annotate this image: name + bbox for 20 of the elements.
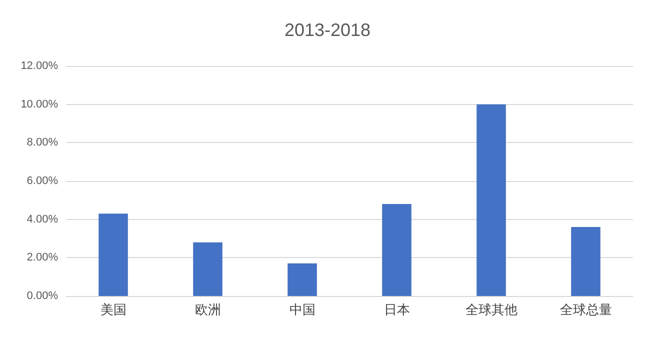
- x-tick-label: 全球其他: [465, 303, 518, 318]
- x-tick-label: 美国: [100, 302, 126, 318]
- y-tick-label: 0.00%: [26, 290, 58, 302]
- y-tick-label: 12.00%: [20, 60, 58, 72]
- x-tick-label: 日本: [384, 303, 410, 318]
- bar: [98, 214, 128, 296]
- y-tick-label: 2.00%: [26, 252, 58, 264]
- x-tick-label: 全球总量: [560, 303, 612, 318]
- x-tick-label: 欧洲: [194, 303, 221, 318]
- y-tick-label: 8.00%: [26, 136, 58, 149]
- bar: [476, 104, 506, 296]
- chart-title: 2013-2018: [284, 20, 371, 40]
- y-tick-label: 6.00%: [26, 175, 58, 187]
- y-tick-label: 4.00%: [26, 213, 58, 226]
- bar: [571, 227, 600, 296]
- bar: [382, 204, 412, 296]
- y-tick-label: 10.00%: [20, 98, 58, 110]
- bar: [193, 242, 222, 296]
- bar: [288, 263, 317, 296]
- x-tick-label: 中国: [289, 303, 316, 318]
